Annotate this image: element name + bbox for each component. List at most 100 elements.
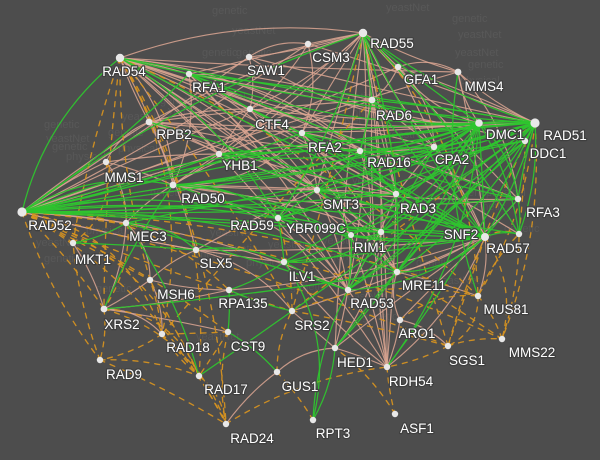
node-label-rad53: RAD53 — [350, 296, 394, 311]
edge-physical — [249, 43, 309, 110]
graph-node-xrs2[interactable] — [100, 305, 108, 313]
graph-node-aro1[interactable] — [396, 316, 404, 324]
edge-physical — [399, 319, 449, 347]
graph-node-srs2[interactable] — [288, 307, 296, 315]
graph-node-rfa2[interactable] — [298, 129, 306, 137]
graph-node-rad55[interactable] — [358, 28, 368, 38]
graph-node-rad16[interactable] — [356, 147, 364, 155]
graph-node-rfa3[interactable] — [514, 195, 522, 203]
edge-yeastnet — [362, 32, 486, 238]
graph-node-rad57[interactable] — [515, 230, 523, 238]
edge-yeastnet — [119, 57, 279, 219]
graph-node-rad54[interactable] — [115, 53, 125, 63]
graph-node-smt3[interactable] — [313, 186, 321, 194]
graph-node-mre11[interactable] — [393, 268, 401, 276]
edge-physical — [307, 43, 536, 124]
graph-node-rad17[interactable] — [195, 372, 203, 380]
graph-node-rad59[interactable] — [274, 214, 282, 222]
edge-genetic — [501, 122, 537, 340]
graph-node-cpa2[interactable] — [430, 143, 438, 151]
edge-physical — [148, 121, 536, 129]
graph-node-gfa1[interactable] — [394, 63, 402, 71]
graph-node-mec3[interactable] — [122, 219, 130, 227]
edge-genetic — [119, 57, 293, 312]
edge-yeastnet — [21, 179, 174, 213]
graph-node-ctf4[interactable] — [246, 105, 254, 113]
graph-node-ybr099c[interactable] — [348, 232, 354, 238]
edge-yeastnet — [371, 99, 486, 238]
graph-node-hed1[interactable] — [331, 344, 339, 352]
node-label-rim1: RIM1 — [354, 240, 386, 255]
graph-node-yhb1[interactable] — [215, 150, 223, 158]
graph-node-sgs1[interactable] — [444, 342, 452, 350]
edge-physical — [307, 32, 364, 45]
graph-node-rfa1[interactable] — [185, 70, 193, 78]
edge-physical — [248, 42, 309, 58]
graph-node-mus81[interactable] — [474, 292, 482, 300]
edge-physical — [103, 308, 163, 335]
edge-genetic — [386, 366, 396, 415]
edge-yeastnet — [484, 198, 519, 238]
graph-node-snf2[interactable] — [481, 233, 489, 241]
node-layer[interactable] — [17, 28, 540, 428]
graph-node-mkt1[interactable] — [69, 239, 77, 247]
edge-genetic — [119, 57, 151, 281]
edge-yeastnet — [125, 222, 349, 291]
graph-node-cst9[interactable] — [224, 328, 232, 336]
graph-node-saw1[interactable] — [245, 53, 253, 61]
graph-node-msh6[interactable] — [146, 276, 154, 284]
edge-yeastnet — [148, 121, 486, 238]
edge-yeastnet — [125, 222, 200, 377]
graph-node-asf1[interactable] — [391, 410, 399, 418]
graph-node-rim1[interactable] — [377, 228, 385, 236]
edge-physical — [172, 32, 364, 186]
graph-node-slx5[interactable] — [192, 246, 200, 254]
graph-node-gus1[interactable] — [273, 368, 281, 376]
edge-yeastnet — [21, 153, 220, 213]
graph-node-rad6[interactable] — [368, 96, 376, 104]
edge-yeastnet — [301, 132, 486, 238]
graph-node-rad52[interactable] — [17, 207, 27, 217]
graph-node-rad3[interactable] — [392, 190, 400, 198]
edge-genetic — [99, 333, 163, 361]
watermark-text: genetic — [202, 47, 238, 59]
edge-yeastnet — [125, 222, 197, 251]
edge-genetic — [291, 287, 479, 312]
graph-node-rpb2[interactable] — [145, 118, 153, 126]
graph-node-rad51[interactable] — [530, 118, 540, 128]
edge-yeastnet — [359, 150, 397, 195]
graph-node-rpa135[interactable] — [225, 286, 233, 294]
edge-yeastnet — [283, 236, 486, 263]
graph-node-dmc1[interactable] — [475, 119, 483, 127]
graph-node-mms1[interactable] — [102, 158, 110, 166]
graph-node-csm3[interactable] — [304, 40, 312, 48]
edge-yeastnet — [451, 71, 479, 297]
node-label-sgs1: SGS1 — [449, 353, 485, 368]
node-label-slx5: SLX5 — [199, 256, 232, 271]
edge-genetic — [103, 308, 227, 425]
watermark-text: physical — [460, 75, 500, 87]
edge-yeastnet — [172, 122, 480, 186]
graph-node-rad50[interactable] — [169, 181, 177, 189]
node-label-rad52: RAD52 — [28, 218, 72, 233]
graph-node-ilv1[interactable] — [280, 258, 288, 266]
edge-physical — [105, 153, 220, 163]
graph-node-mms4[interactable] — [454, 68, 462, 76]
edge-genetic — [103, 57, 121, 310]
watermark-text: genetic — [468, 59, 504, 71]
watermark-text: physical — [118, 143, 158, 155]
graph-node-rad53[interactable] — [344, 286, 352, 294]
graph-node-rpt3[interactable] — [309, 416, 317, 424]
graph-node-rad18[interactable] — [158, 330, 166, 338]
graph-node-rad24[interactable] — [222, 420, 230, 428]
node-label-cpa2: CPA2 — [435, 152, 469, 167]
graph-node-rad9[interactable] — [96, 356, 104, 364]
edge-genetic — [477, 122, 536, 297]
edge-physical — [149, 279, 230, 291]
graph-node-mms22[interactable] — [498, 335, 506, 343]
graph-node-ddc1[interactable] — [521, 137, 529, 145]
node-label-asf1: ASF1 — [400, 421, 434, 436]
graph-node-rdh54[interactable] — [383, 363, 391, 371]
